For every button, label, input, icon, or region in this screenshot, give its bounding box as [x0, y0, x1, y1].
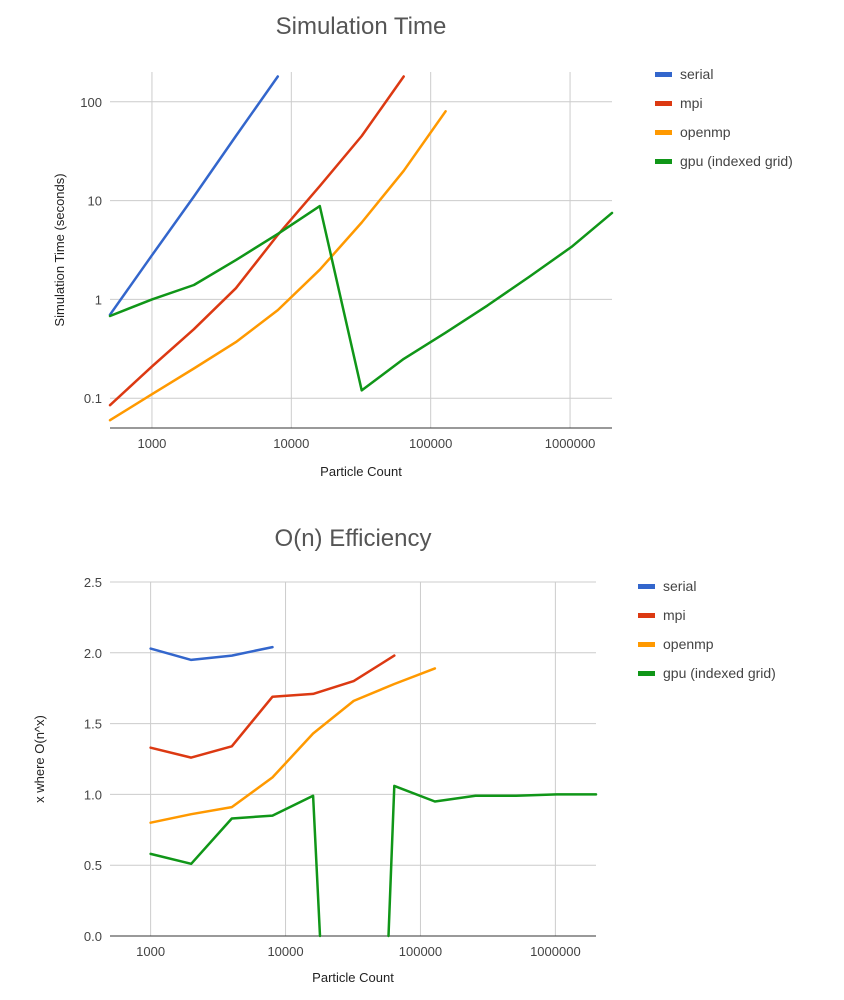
y-tick-label: 1.5 [84, 717, 102, 732]
legend-swatch-openmp [655, 130, 672, 135]
x-tick-label: 1000 [137, 436, 166, 451]
legend-label-gpu-indexed-grid: gpu (indexed grid) [680, 153, 793, 169]
y-tick-label: 100 [80, 95, 102, 110]
legend-swatch-mpi [638, 613, 655, 618]
x-tick-label: 100000 [399, 944, 442, 959]
chart-title: O(n) Efficiency [275, 525, 432, 552]
legend-label-openmp: openmp [680, 124, 731, 140]
x-tick-label: 1000 [136, 944, 165, 959]
y-tick-label: 2.5 [84, 575, 102, 590]
x-tick-label: 1000000 [530, 944, 581, 959]
series-line-serial [108, 75, 280, 316]
efficiency-chart: O(n) Efficiency 1000 10000 100000 1000000 0.0… [32, 525, 776, 985]
chart-title: Simulation Time [276, 13, 447, 40]
legend-label-serial: serial [680, 66, 713, 82]
y-tick-label: 0.0 [84, 929, 102, 944]
legend-swatch-serial [655, 72, 672, 77]
series-line-gpu-indexed-grid [108, 204, 614, 392]
x-tick-label: 1000000 [545, 436, 596, 451]
simulation-time-chart: Simulation Time 1000 10000 100000 1000000 0.1… [52, 13, 793, 479]
y-tick-label: 1.0 [84, 787, 102, 802]
legend-label-gpu-indexed-grid: gpu (indexed grid) [663, 665, 776, 681]
legend-swatch-openmp [638, 642, 655, 647]
x-axis-label: Particle Count [312, 970, 394, 985]
legend-swatch-mpi [655, 101, 672, 106]
series-line-gpu-indexed-grid [149, 784, 598, 938]
legend-swatch-gpu-indexed-grid [638, 671, 655, 676]
legend-swatch-serial [638, 584, 655, 589]
y-tick-label: 2.0 [84, 646, 102, 661]
legend-swatch-gpu-indexed-grid [655, 159, 672, 164]
series-line-openmp [108, 110, 447, 422]
legend-label-mpi: mpi [680, 95, 703, 111]
series-line-mpi [108, 75, 405, 407]
legend-label-serial: serial [663, 578, 696, 594]
series-line-mpi [149, 654, 396, 759]
x-tick-label: 10000 [273, 436, 309, 451]
y-tick-label: 10 [88, 194, 102, 209]
legend-label-mpi: mpi [663, 607, 686, 623]
y-axis-label: Simulation Time (seconds) [52, 173, 67, 326]
series-line-openmp [149, 667, 437, 824]
y-tick-label: 0.5 [84, 858, 102, 873]
legend-label-openmp: openmp [663, 636, 714, 652]
y-tick-label: 0.1 [84, 391, 102, 406]
y-axis-label: x where O(n^x) [32, 715, 47, 803]
x-tick-label: 10000 [267, 944, 303, 959]
y-tick-label: 1 [95, 292, 102, 307]
series-line-serial [149, 645, 274, 662]
x-axis-label: Particle Count [320, 464, 402, 479]
x-tick-label: 100000 [409, 436, 452, 451]
